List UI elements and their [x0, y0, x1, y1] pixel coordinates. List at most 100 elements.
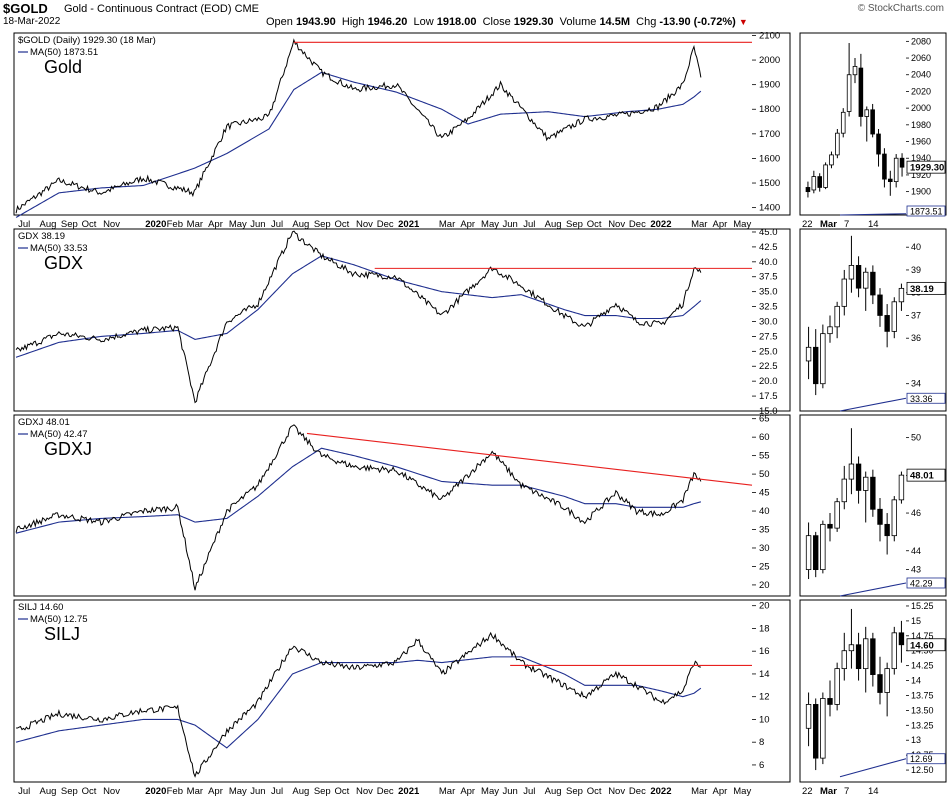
panel-silj-frame	[13, 599, 791, 783]
panel-gdx-inset-ytick-label: 39	[911, 265, 921, 275]
panel-silj-inset-candle	[877, 674, 883, 693]
panel-gold-ytick-label: 1500	[759, 178, 780, 189]
panel-silj-inset-candle	[891, 632, 897, 670]
panel-gdx-ytick-label: 42.5	[759, 242, 778, 253]
x-tick-label: Feb	[167, 219, 183, 230]
panel-gold-inset-candle	[846, 74, 852, 112]
x-tick-label: 2022	[650, 219, 671, 230]
panel-gdxj-inset-ma-line	[839, 582, 907, 597]
panel-gdxj-inset-candle	[834, 501, 840, 529]
x-tick-label: Oct	[82, 786, 97, 797]
panel-gdx-inset-candle	[877, 294, 883, 316]
panel-gold-legend-ma: MA(50) 1873.51	[30, 47, 98, 58]
x-tick-label: 2020	[145, 219, 166, 230]
panel-gdx-ytick-label: 15.0	[759, 406, 778, 417]
x-tick-label: Apr	[208, 786, 223, 797]
inset-x-tick-label: 7	[844, 786, 849, 797]
panel-silj-ytick-label: 18	[759, 623, 770, 634]
panel-gdxj-legend-ma: MA(50) 42.47	[30, 429, 88, 440]
panel-silj-inset-candle	[884, 668, 890, 693]
x-tick-label: Dec	[377, 786, 394, 797]
panel-gold-inset-candle	[823, 164, 828, 188]
panel-gold-inset-ytick-label: 2060	[911, 53, 931, 63]
panel-gold-ytick-label: 2100	[759, 30, 780, 41]
panel-silj-inset-ytick-label: 14.25	[911, 661, 934, 671]
panel-gdx-ytick-label: 32.5	[759, 302, 778, 313]
inset-x-tick-label: 22	[802, 219, 813, 230]
panel-silj-inset-candle	[813, 704, 819, 759]
x-tick-label: Jul	[18, 786, 30, 797]
chg-value: -13.90 (-0.72%)	[659, 16, 736, 28]
panel-silj-inset-candle	[863, 638, 869, 670]
x-tick-label: 2020	[145, 786, 166, 797]
x-tick-label: Dec	[377, 219, 394, 230]
panel-gold-inset-candle	[817, 176, 822, 188]
quote-summary: Open 1943.90 High 1946.20 Low 1918.00 Cl…	[266, 16, 748, 28]
panel-silj-legend-price: SILJ 14.60	[18, 602, 63, 613]
inset-x-tick-label: 22	[802, 786, 813, 797]
panel-gdxj-frame	[13, 414, 791, 597]
high-label: High	[341, 16, 365, 28]
panel-gold-ytick-label: 1800	[759, 104, 780, 115]
close-label: Close	[482, 16, 511, 28]
x-tick-label: 2021	[398, 219, 420, 230]
panel-gdx-ytick-label: 45.0	[759, 227, 778, 238]
x-tick-label: Nov	[103, 219, 120, 230]
panel-silj-last-value: 14.60	[910, 640, 934, 651]
exchange-label: CME	[234, 3, 260, 15]
panel-gdx-ytick-label: 25.0	[759, 346, 778, 357]
panel-gdx-inset-candle	[870, 271, 876, 296]
panel-gold-ytick-label: 1600	[759, 153, 780, 164]
x-tick-label: Apr	[713, 219, 728, 230]
panel-silj-ma-line	[15, 656, 702, 749]
panel-gdxj-ma-value: 42.29	[910, 578, 933, 588]
panel-silj-ytick-label: 14	[759, 669, 770, 680]
x-tick-label: Mar	[187, 786, 203, 797]
panel-silj-inset-ytick-label: 14	[911, 676, 921, 686]
panel-silj-legend-ma: MA(50) 12.75	[30, 614, 88, 625]
panel-silj-inset-ytick-label: 13	[911, 735, 921, 745]
x-tick-label: Jul	[523, 219, 535, 230]
x-tick-label: Sep	[61, 786, 78, 797]
date-label: 18-Mar-2022	[3, 16, 61, 27]
open-label: Open	[266, 16, 293, 28]
x-tick-label: Aug	[39, 219, 56, 230]
panel-gold-ma-line	[15, 71, 702, 218]
x-tick-label: Sep	[566, 219, 583, 230]
volume-label: Volume	[559, 16, 597, 28]
panel-gdxj-inset-candle	[820, 523, 826, 571]
panel-gdx-inset-candle	[884, 315, 890, 332]
panel-silj-inset-ytick-label: 13.25	[911, 720, 934, 730]
panel-gdx-legend-price: GDX 38.19	[18, 231, 65, 242]
x-tick-label: Jul	[18, 219, 30, 230]
panel-gold-inset-candle	[899, 157, 905, 168]
x-tick-label: Jul	[271, 219, 283, 230]
panel-gdx-last-tag	[906, 281, 946, 295]
panel-gold-legend-price: $GOLD (Daily) 1929.30 (18 Mar)	[18, 35, 156, 46]
x-tick-label: Oct	[335, 786, 350, 797]
panel-gdx-inset-candle	[841, 278, 847, 307]
panel-gdxj-inset-ytick-label: 46	[911, 508, 921, 518]
panel-gdx-inset-candle	[820, 333, 826, 385]
panel-gold-title: Gold	[44, 57, 82, 77]
x-tick-label: Aug	[292, 786, 309, 797]
panel-gdx-title: GDX	[44, 253, 83, 273]
panel-gdx-ytick-label: 40.0	[759, 257, 778, 268]
x-tick-label: Feb	[167, 786, 183, 797]
panel-gdx-inset-candle	[863, 271, 869, 289]
panel-gdx-inset-candle	[805, 346, 812, 362]
x-tick-label: Aug	[545, 219, 562, 230]
panel-gdx-ma-line	[15, 255, 702, 358]
panel-gdx-ytick-label: 22.5	[759, 361, 778, 372]
x-tick-label: Jun	[502, 786, 517, 797]
panel-silj-inset-ytick-label: 14.75	[911, 631, 934, 641]
close-value: 1929.30	[513, 16, 554, 28]
panel-gold-inset-candle	[811, 176, 817, 191]
panel-silj-ytick-label: 12	[759, 692, 770, 703]
panel-silj-inset-ytick-label: 15.25	[911, 601, 934, 611]
x-tick-label: Mar	[691, 786, 707, 797]
panel-silj-inset-candle	[855, 644, 862, 670]
panel-gdx-inset-candle	[827, 326, 833, 335]
x-tick-label: Apr	[713, 786, 728, 797]
symbol-label: $GOLD	[3, 1, 48, 16]
